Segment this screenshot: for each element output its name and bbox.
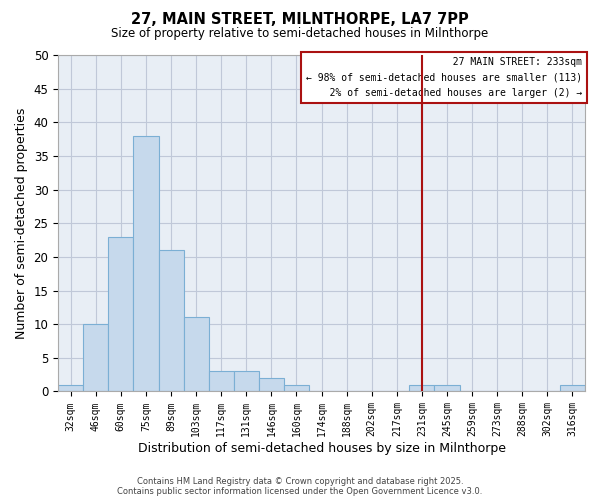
Bar [58,384,83,392]
Bar [234,372,259,392]
Bar [284,384,309,392]
Text: Size of property relative to semi-detached houses in Milnthorpe: Size of property relative to semi-detach… [112,28,488,40]
Bar [109,236,133,392]
Text: 27 MAIN STREET: 233sqm
← 98% of semi-detached houses are smaller (113)
   2% of : 27 MAIN STREET: 233sqm ← 98% of semi-det… [306,56,583,98]
Bar [83,324,109,392]
X-axis label: Distribution of semi-detached houses by size in Milnthorpe: Distribution of semi-detached houses by … [137,442,506,455]
Text: Contains HM Land Registry data © Crown copyright and database right 2025.: Contains HM Land Registry data © Crown c… [137,477,463,486]
Y-axis label: Number of semi-detached properties: Number of semi-detached properties [15,108,28,339]
Text: Contains public sector information licensed under the Open Government Licence v3: Contains public sector information licen… [118,487,482,496]
Bar [209,372,234,392]
Bar [259,378,284,392]
Bar [133,136,158,392]
Bar [184,318,209,392]
Bar [409,384,434,392]
Bar [158,250,184,392]
Bar [434,384,460,392]
Bar [560,384,585,392]
Text: 27, MAIN STREET, MILNTHORPE, LA7 7PP: 27, MAIN STREET, MILNTHORPE, LA7 7PP [131,12,469,28]
